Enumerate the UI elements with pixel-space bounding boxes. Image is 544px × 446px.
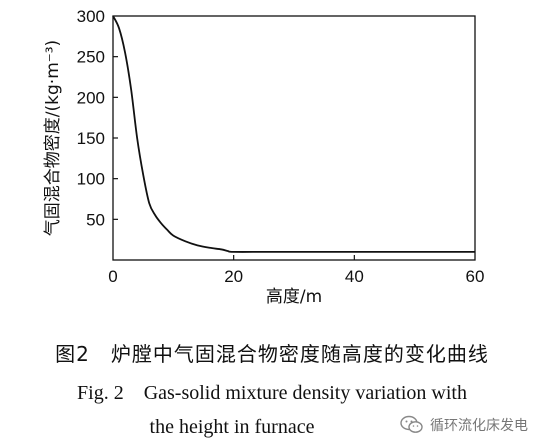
x-axis-title: 高度/m xyxy=(266,287,322,307)
x-axis-ticks: 0 20 40 60 xyxy=(108,255,484,286)
density-curve xyxy=(112,15,475,253)
y-tick-label: 150 xyxy=(77,129,105,148)
y-tick-label: 250 xyxy=(77,48,105,67)
y-axis-title: 气固混合物密度/(kg·m⁻³) xyxy=(43,40,63,236)
y-tick-label: 300 xyxy=(77,7,105,26)
figure-caption-english-line2: the height in furnace xyxy=(149,416,315,438)
density-height-chart: 0 20 40 60 50 100 150 200 250 300 高度/m 气固混合物密度/(… xyxy=(43,7,484,307)
watermark-text: 循环流化床发电 xyxy=(430,418,528,434)
x-tick-label: 20 xyxy=(224,267,243,286)
y-tick-label: 50 xyxy=(86,210,105,229)
wechat-logo-icon xyxy=(400,415,423,433)
x-tick-label: 0 xyxy=(108,267,117,286)
y-tick-label: 200 xyxy=(77,88,105,107)
figure-caption-english-line1: Fig. 2 Gas-solid mixture density variati… xyxy=(77,382,467,404)
figure-caption-chinese: 图2 炉膛中气固混合物密度随高度的变化曲线 xyxy=(55,342,489,366)
plot-frame xyxy=(112,15,476,261)
y-tick-label: 100 xyxy=(77,170,105,189)
x-tick-label: 40 xyxy=(345,267,364,286)
y-axis-ticks: 50 100 150 200 250 300 xyxy=(77,7,118,229)
x-tick-label: 60 xyxy=(466,267,485,286)
watermark: 循环流化床发电 xyxy=(400,410,544,440)
